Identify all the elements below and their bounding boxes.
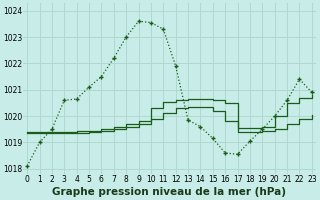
X-axis label: Graphe pression niveau de la mer (hPa): Graphe pression niveau de la mer (hPa): [52, 187, 286, 197]
